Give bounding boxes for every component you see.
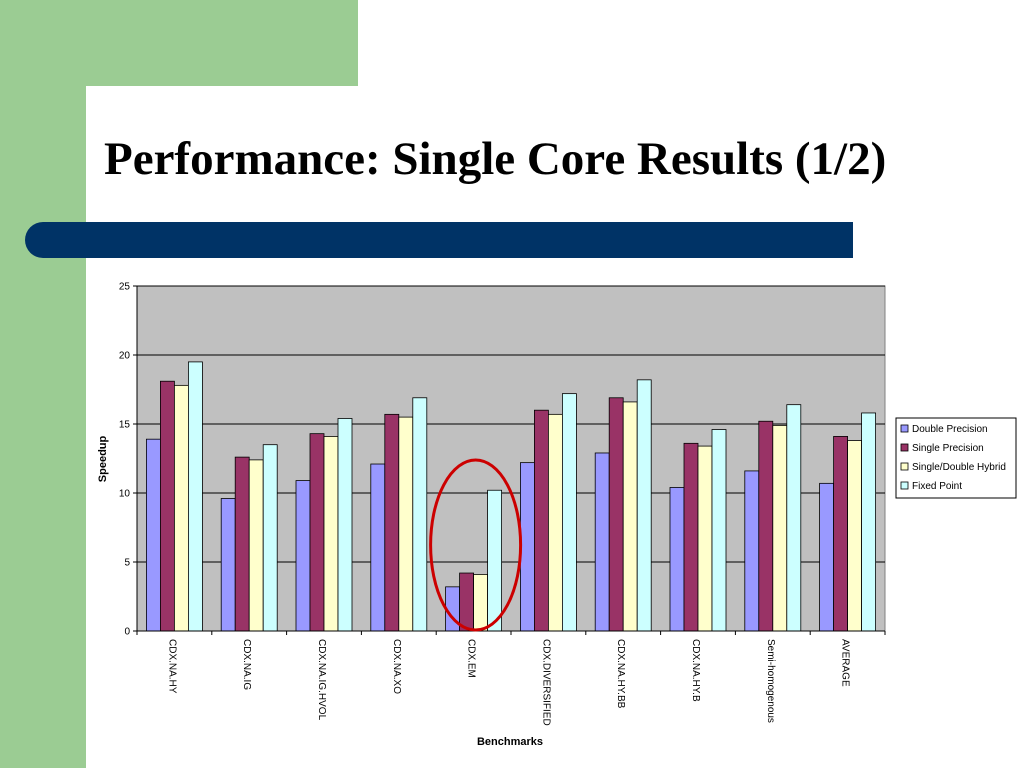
legend-swatch (900, 481, 909, 490)
bar (309, 433, 325, 632)
bar (159, 380, 175, 632)
bar (758, 420, 774, 632)
y-axis-title: Speedup (97, 435, 109, 482)
background-green-left (0, 0, 86, 768)
highlight-ellipse (429, 458, 523, 632)
bar (173, 384, 189, 632)
bar (608, 397, 624, 632)
bar (234, 456, 250, 632)
legend-swatch (900, 462, 909, 471)
bar (473, 574, 489, 632)
highlight (429, 458, 523, 632)
y-tick-label: 20 (119, 351, 131, 362)
bar (323, 436, 339, 632)
title-underline-bar (25, 222, 853, 258)
bar (562, 393, 577, 632)
y-tick-label: 15 (119, 420, 131, 431)
x-tick-label: CDX.NA.IG.HVOL (316, 639, 327, 721)
bar (295, 480, 311, 632)
legend-label: Double Precision (912, 424, 988, 435)
bar (220, 498, 236, 632)
x-tick-label: Semi-homogenous (765, 639, 776, 723)
bar (248, 459, 264, 632)
bar (622, 401, 638, 632)
bar (744, 470, 760, 632)
legend-swatch (900, 443, 909, 452)
bar (534, 409, 549, 632)
bar (145, 438, 161, 632)
legend: Double Precision Single Precision Single/D… (895, 417, 1017, 499)
bar (772, 424, 788, 632)
bar (487, 489, 503, 632)
legend-swatch (900, 424, 909, 433)
bar (711, 429, 727, 632)
bar (412, 397, 428, 632)
bar (384, 413, 400, 632)
bar (594, 452, 610, 632)
x-tick-label: CDX.NA.XO (391, 639, 402, 694)
bar (697, 445, 713, 632)
x-tick-label: CDX.NA.HY.B (690, 639, 701, 702)
axes: 0 5 10 15 20 25 CDX.NA.HY CDX.NA.IG CDX.NA.IG.HV… (119, 282, 886, 726)
slide-title: Performance: Single Core Results (1/2) (104, 133, 887, 185)
bar (459, 572, 475, 632)
bar (786, 404, 802, 632)
x-axis-title: Benchmarks (477, 736, 543, 748)
x-tick-label: AVERAGE (840, 639, 851, 687)
bar (520, 462, 535, 632)
bar (636, 379, 652, 632)
legend-box (895, 417, 1017, 499)
bars (145, 361, 876, 632)
bar (548, 413, 563, 632)
bar (683, 442, 699, 632)
legend-label: Single/Double Hybrid (912, 462, 1006, 473)
bar (398, 416, 414, 632)
legend-label: Fixed Point (912, 481, 962, 492)
bar (370, 463, 386, 632)
bar (861, 412, 876, 632)
x-tick-label: CDX.NA.IG (241, 639, 252, 690)
y-tick-label: 5 (124, 558, 130, 569)
bar (337, 418, 353, 632)
legend-label: Single Precision (912, 443, 984, 454)
x-tick-label: CDX.NA.HY.BB (615, 639, 626, 709)
bar (819, 482, 834, 632)
x-tick-label: CDX.EM (466, 639, 477, 678)
y-tick-label: 10 (119, 489, 131, 500)
bar (187, 361, 203, 632)
x-tick-label: CDX.NA.HY (166, 639, 177, 694)
bar (262, 444, 278, 632)
bar (669, 487, 685, 632)
x-tick-label: CDX.DIVERSIFIED (540, 639, 551, 726)
bar (833, 436, 848, 632)
y-tick-label: 0 (124, 627, 130, 638)
bar (847, 440, 862, 632)
y-tick-label: 25 (119, 282, 131, 293)
